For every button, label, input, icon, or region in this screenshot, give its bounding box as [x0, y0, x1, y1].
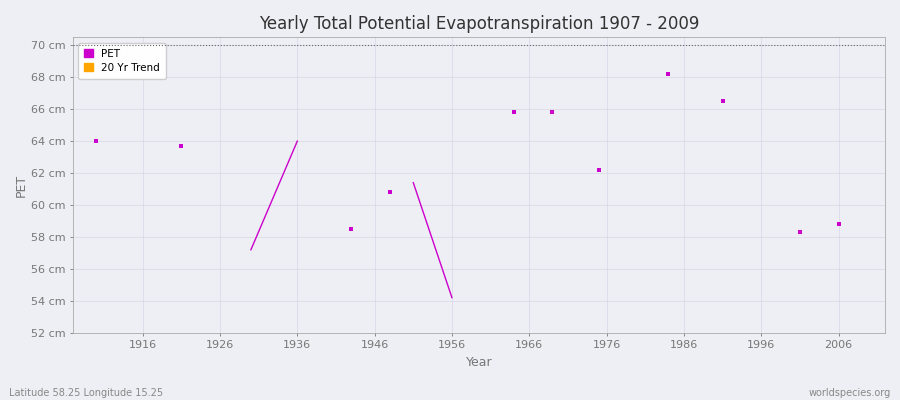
Point [793, 229, 807, 235]
Point [507, 109, 521, 116]
Text: worldspecies.org: worldspecies.org [809, 388, 891, 398]
Point [716, 98, 730, 104]
Point [662, 71, 676, 77]
Point [89, 138, 104, 144]
Point [174, 143, 188, 149]
Title: Yearly Total Potential Evapotranspiration 1907 - 2009: Yearly Total Potential Evapotranspiratio… [259, 15, 699, 33]
Y-axis label: PET: PET [15, 174, 28, 197]
Point [832, 221, 846, 227]
Point [382, 189, 397, 196]
Point [591, 167, 606, 173]
X-axis label: Year: Year [465, 356, 492, 369]
Legend: PET, 20 Yr Trend: PET, 20 Yr Trend [78, 42, 166, 79]
Text: Latitude 58.25 Longitude 15.25: Latitude 58.25 Longitude 15.25 [9, 388, 163, 398]
Point [545, 109, 560, 116]
Point [344, 226, 358, 232]
